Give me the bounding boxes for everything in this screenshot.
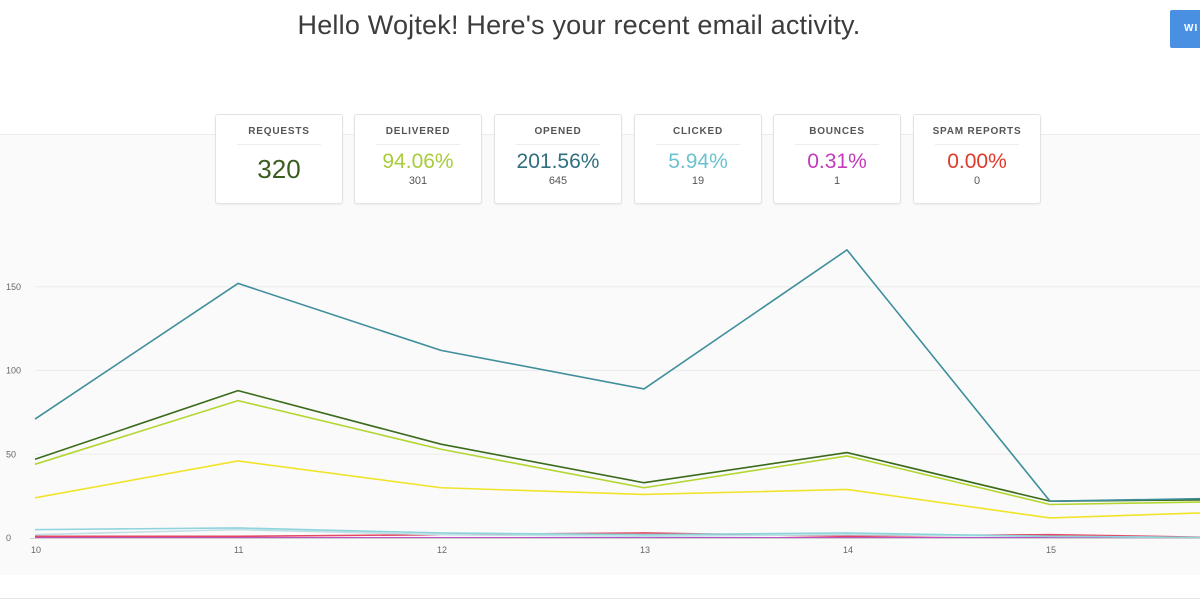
stat-divider	[795, 144, 879, 145]
x-tick-label: 14	[843, 545, 853, 555]
stat-value: 320	[257, 154, 301, 184]
stat-label: BOUNCES	[809, 126, 865, 137]
stat-card-clicked[interactable]: CLICKED 5.94% 19	[634, 114, 762, 204]
stat-label: REQUESTS	[248, 126, 310, 137]
stat-card-bounces[interactable]: BOUNCES 0.31% 1	[773, 114, 901, 204]
stat-card-delivered[interactable]: DELIVERED 94.06% 301	[354, 114, 482, 204]
stat-count: 19	[691, 175, 705, 187]
series-line	[35, 532, 1200, 538]
series-line	[34, 389, 1200, 502]
stat-label: CLICKED	[672, 126, 724, 137]
stat-value: 201.56%	[516, 150, 600, 173]
series-line	[34, 399, 1200, 506]
stat-value: 0.31%	[807, 150, 867, 173]
x-tick-label: 10	[31, 545, 41, 555]
stat-label: SPAM REPORTS	[932, 126, 1022, 137]
stat-count: 0	[973, 175, 981, 187]
x-tick-label: 13	[640, 545, 650, 555]
stat-divider	[376, 144, 460, 145]
stat-label: OPENED	[534, 126, 582, 137]
stat-count: 645	[548, 175, 568, 187]
y-tick-label: 0	[6, 533, 11, 543]
x-tick-label: 12	[437, 545, 447, 555]
stat-label: DELIVERED	[385, 126, 451, 137]
stat-divider	[237, 144, 321, 145]
series-line	[34, 527, 1200, 539]
stat-card-requests[interactable]: REQUESTS 320	[215, 114, 343, 204]
chart-background	[0, 135, 1200, 575]
y-tick-label: 150	[6, 282, 21, 292]
x-tick-label: 15	[1046, 545, 1056, 555]
stat-divider	[935, 144, 1019, 145]
stat-count: 1	[833, 175, 841, 187]
page-title: Hello Wojtek! Here's your recent email a…	[297, 10, 861, 40]
stat-count: 301	[408, 175, 428, 187]
y-tick-label: 50	[6, 449, 16, 459]
stat-card-opened[interactable]: OPENED 201.56% 645	[494, 114, 622, 204]
bottom-divider	[0, 598, 1200, 599]
y-tick-label: 100	[6, 366, 21, 376]
stat-divider	[516, 144, 600, 145]
x-tick-label: 11	[234, 545, 243, 555]
series-line	[34, 249, 1200, 502]
stat-value: 94.06%	[382, 150, 454, 173]
top-right-button[interactable]: WI	[1170, 10, 1200, 48]
stat-card-spam-reports[interactable]: SPAM REPORTS 0.00% 0	[913, 114, 1041, 204]
series-line	[34, 460, 1200, 519]
stat-value: 5.94%	[668, 150, 728, 173]
stat-value: 0.00%	[947, 150, 1007, 173]
stat-divider	[656, 144, 740, 145]
